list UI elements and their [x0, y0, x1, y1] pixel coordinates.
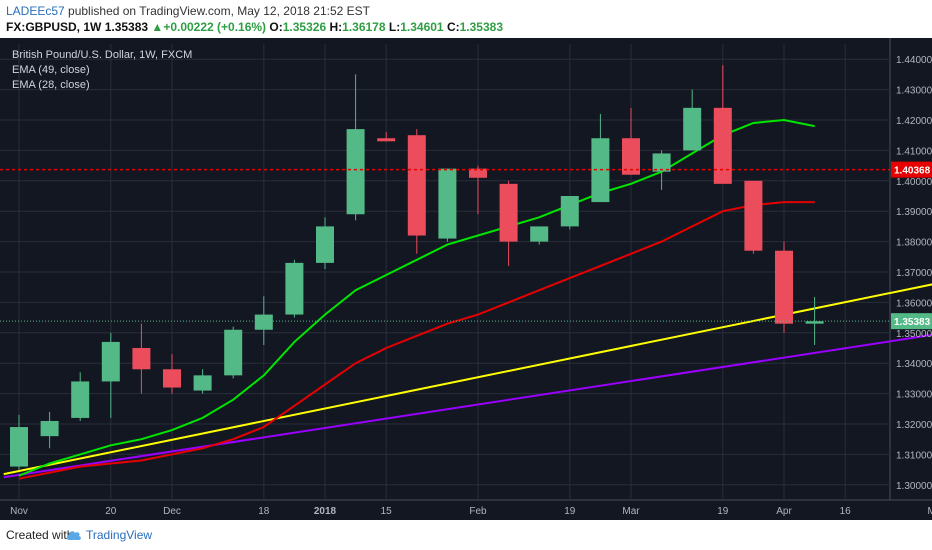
y-tick-label: 1.41000: [896, 146, 932, 157]
created-with-text: Created with: [6, 528, 74, 542]
candle-down: [407, 135, 426, 236]
trendlines: [3, 283, 932, 479]
candle-up: [560, 196, 579, 227]
low-value: 1.34601: [400, 20, 444, 34]
y-tick-label: 1.33000: [896, 390, 932, 401]
candle-up: [652, 153, 671, 172]
close-value: 1.35383: [459, 20, 504, 34]
chart-header: LADEEc57 published on TradingView.com, M…: [0, 0, 932, 38]
candle-up: [530, 226, 549, 242]
close-label: C:: [446, 20, 460, 34]
candle-up: [438, 168, 457, 239]
symbol-label: FX:GBPUSD, 1W: [6, 20, 102, 34]
y-tick-label: 1.42000: [896, 116, 932, 127]
candle-up: [285, 262, 304, 315]
candle-up: [346, 129, 365, 215]
candle-up: [224, 329, 243, 376]
price-chart[interactable]: 1.40368 1.35383 1.30000 1.31000 1.32000 1.33…: [0, 38, 932, 520]
resistance-label-bg: [891, 161, 932, 178]
high-value: 1.36178: [342, 20, 386, 34]
candle-down: [377, 138, 396, 142]
candle-down: [775, 250, 793, 324]
x-tick-label: 18: [258, 506, 270, 517]
x-tick-label: 16: [840, 506, 852, 517]
y-tick-label: 1.43000: [896, 86, 932, 97]
candle-down: [713, 107, 732, 184]
time-axis[interactable]: Nov20Dec18201815Feb19Mar19Apr16May21: [10, 506, 932, 517]
candle-up: [254, 314, 273, 330]
legend-ema49: EMA (49, close): [12, 64, 90, 76]
candle-down: [163, 369, 181, 388]
open-value: 1.35326: [282, 20, 327, 34]
price-axis[interactable]: 1.30000 1.31000 1.32000 1.33000 1.34000 1.350…: [896, 55, 932, 492]
publish-info: LADEEc57 published on TradingView.com, M…: [6, 4, 370, 18]
ema49-line: [18, 118, 815, 477]
grid: [0, 38, 932, 501]
open-label: O:: [269, 20, 283, 34]
high-label: H:: [329, 20, 343, 34]
trendline-purple: [3, 333, 932, 479]
ohlc-readout: FX:GBPUSD, 1W 1.35383 ▲+0.00222 (+0.16%)…: [6, 20, 503, 34]
author-link[interactable]: LADEEc57: [6, 4, 65, 18]
candle-down: [744, 180, 763, 251]
x-tick-label: 2018: [314, 506, 337, 517]
x-tick-label: Nov: [10, 506, 28, 517]
x-tick-label: Feb: [469, 506, 487, 517]
y-tick-label: 1.40000: [896, 177, 932, 188]
x-tick-label: Mar: [622, 506, 640, 517]
candle-up: [193, 375, 212, 391]
last-price-label: 1.35383: [894, 317, 931, 328]
candle-down: [132, 348, 151, 370]
y-tick-label: 1.34000: [896, 359, 932, 370]
x-tick-label: 20: [105, 506, 117, 517]
x-tick-label: Dec: [163, 506, 181, 517]
resistance-label: 1.40368: [894, 166, 931, 177]
x-tick-label: Apr: [776, 506, 792, 517]
tradingview-link[interactable]: TradingView: [86, 528, 153, 542]
horizontal-line: 1.40368 1.35383: [0, 161, 932, 330]
trendline-yellow: [3, 283, 932, 476]
candle-up: [71, 381, 90, 418]
y-tick-label: 1.38000: [896, 238, 932, 249]
low-label: L:: [388, 20, 401, 34]
ema28-line: [18, 201, 815, 480]
y-tick-label: 1.32000: [896, 420, 932, 431]
candle-up: [101, 341, 120, 382]
candle-down: [469, 168, 487, 178]
legend-title: British Pound/U.S. Dollar, 1W, FXCM: [12, 49, 192, 61]
candle-up: [316, 226, 334, 263]
x-tick-label: May: [928, 506, 932, 517]
candles: [10, 65, 824, 470]
candle-up: [805, 321, 824, 324]
tradingview-cloud-icon: [66, 531, 81, 540]
change-value: +0.00222 (+0.16%): [163, 20, 267, 34]
y-tick-label: 1.37000: [896, 268, 932, 279]
y-tick-label: 1.36000: [896, 298, 932, 309]
x-tick-label: 19: [564, 506, 576, 517]
change-arrow-icon: ▲: [151, 20, 164, 34]
candle-up: [40, 420, 59, 437]
x-tick-label: 15: [381, 506, 393, 517]
y-tick-label: 1.44000: [896, 55, 932, 66]
y-tick-label: 1.35000: [896, 329, 932, 340]
ema-lines: [18, 118, 815, 480]
candle-up: [10, 427, 28, 467]
legend: British Pound/U.S. Dollar, 1W, FXCM EMA …: [12, 49, 192, 91]
y-tick-label: 1.31000: [896, 450, 932, 461]
last-price-label-bg: [891, 313, 932, 330]
candle-down: [622, 138, 640, 175]
x-tick-label: 19: [717, 506, 729, 517]
y-tick-label: 1.30000: [896, 481, 932, 492]
candle-up: [683, 107, 702, 151]
chart-footer: Created with TradingView: [0, 520, 932, 550]
last-price: 1.35383: [104, 20, 149, 34]
candle-down: [499, 183, 518, 242]
y-tick-label: 1.39000: [896, 207, 932, 218]
publish-text: published on TradingView.com, May 12, 20…: [64, 4, 371, 18]
legend-ema28: EMA (28, close): [12, 79, 90, 91]
